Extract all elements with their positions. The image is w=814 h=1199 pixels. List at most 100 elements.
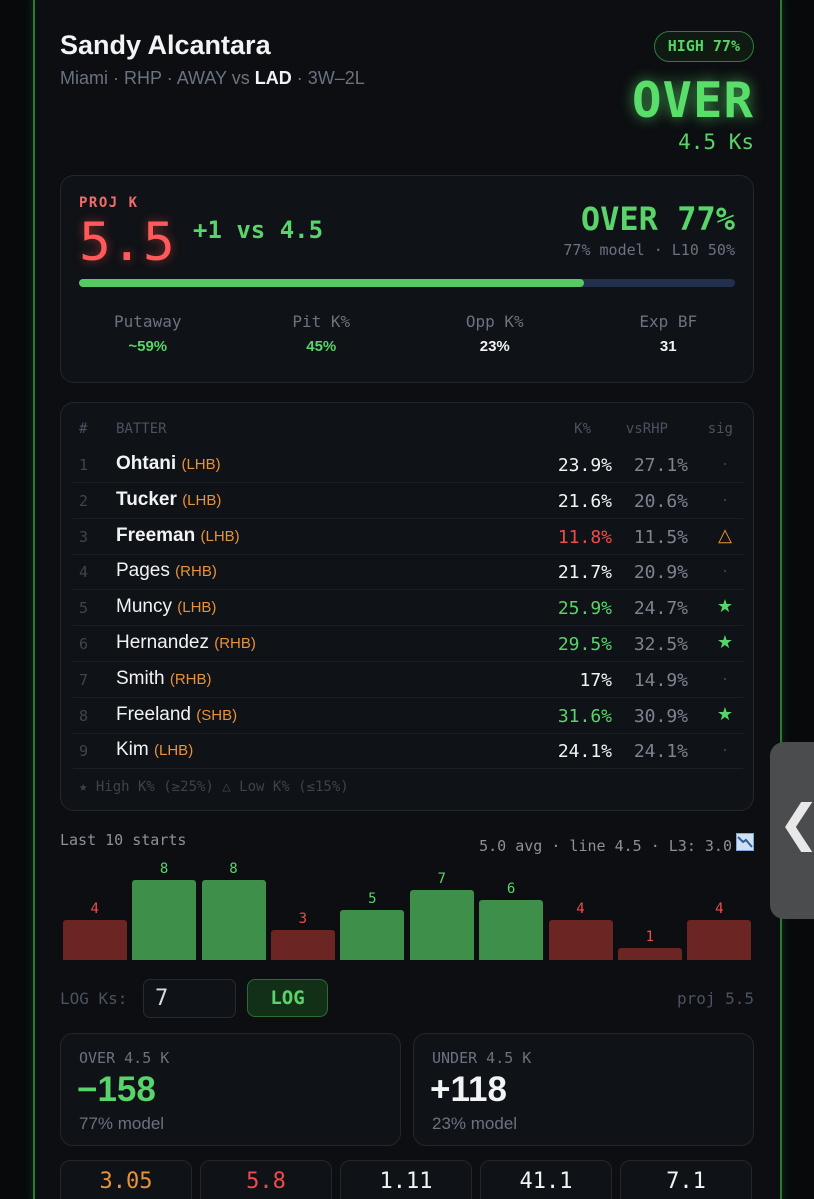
header-k: K%: [574, 421, 591, 437]
batter-vs-rhp: 20.9%: [633, 562, 688, 584]
chart-bar: [132, 880, 197, 960]
pitcher-meta: Miami · RHP · AWAY vs LAD · 3W–2L: [60, 68, 365, 88]
batter-name-text: Pages: [116, 560, 170, 582]
batter-vs-rhp: 32.5%: [633, 634, 688, 655]
table-row: 3 Freeman (LHB) 11.8% 11.5% △: [73, 519, 743, 555]
table-row: 2 Tucker (LHB) 21.6% 20.6% ·: [73, 483, 743, 519]
last10-title: Last 10 starts: [60, 831, 187, 849]
log-ks-input[interactable]: [143, 979, 236, 1018]
batter-k-pct: 24.1%: [557, 741, 612, 763]
location: AWAY vs: [176, 68, 250, 88]
batter-vs-rhp: 14.9%: [633, 669, 688, 691]
stat-label: Pit K%: [292, 312, 351, 331]
batter-name: Freeland (SHB): [116, 704, 237, 726]
stat-opp-k: Opp K% 23%: [408, 312, 582, 355]
batter-name: Muncy (LHB): [116, 596, 216, 618]
stat-label: Opp K%: [465, 312, 524, 331]
signal-icon: △: [718, 524, 732, 545]
signal-icon: ★: [716, 632, 734, 652]
batter-order: 7: [79, 670, 89, 689]
opponent: LAD: [254, 68, 292, 88]
chart-bar: [548, 920, 613, 960]
batter-k-pct: 29.5%: [557, 634, 612, 655]
probability-fill: [79, 279, 585, 287]
chart-bar: [201, 880, 266, 960]
stat-value: 23%: [479, 338, 510, 355]
chart-bar: [687, 920, 752, 960]
stat-label: Exp BF: [639, 312, 698, 331]
mini-stat: 7.1: [620, 1160, 752, 1199]
chart-bar-label: 7: [437, 871, 446, 887]
batter-k-pct: 21.6%: [557, 490, 612, 512]
log-proj: proj 5.5: [676, 989, 754, 1008]
stat-pit-k: Pit K% 45%: [235, 312, 409, 355]
batter-name: Pages (RHB): [116, 560, 217, 582]
last10-stats: 5.0 avg · line 4.5 · L3: 3.0: [479, 833, 754, 855]
mini-stat: 5.8: [200, 1160, 332, 1199]
chart-bar-label: 1: [645, 929, 655, 945]
batter-name-text: Muncy: [116, 596, 172, 618]
lineup-table: # BATTER K% vsRHP sig 1 Ohtani (LHB) 23.9%…: [60, 402, 754, 811]
batter-order: 6: [79, 635, 89, 653]
proj-value: 5.5: [79, 212, 175, 273]
signal-icon: ★: [716, 703, 734, 724]
verdict: OVER: [631, 72, 754, 129]
record: 3W–2L: [307, 68, 365, 88]
batter-k-pct: 25.9%: [557, 598, 612, 620]
batter-vs-rhp: 24.7%: [633, 598, 688, 620]
batter-hand: (RHB): [169, 670, 212, 688]
batter-k-pct: 11.8%: [557, 526, 612, 548]
signal-icon: ·: [722, 453, 728, 473]
odds-title: OVER 4.5 K: [79, 1049, 170, 1067]
signal-icon: ★: [716, 596, 734, 617]
lineup-legend: ★ High K% (≥25%) △ Low K% (≤15%): [79, 779, 349, 795]
chart-down-icon: [736, 833, 754, 855]
batter-hand: (LHB): [181, 456, 221, 473]
stat-value: 31: [659, 338, 677, 355]
batter-k-pct: 21.7%: [557, 562, 612, 584]
mini-stat-value: 1.11: [379, 1169, 433, 1194]
batter-order: 3: [79, 527, 89, 546]
signal-icon: ·: [722, 739, 728, 760]
signal-icon: ·: [722, 667, 728, 688]
batter-name-text: Freeman: [116, 524, 196, 546]
mini-stat-value: 3.05: [99, 1169, 153, 1194]
signal-icon: ·: [722, 488, 728, 509]
batter-name-text: Tucker: [116, 488, 177, 510]
batter-order: 4: [79, 563, 89, 582]
batter-hand: (LHB): [154, 742, 194, 760]
chart-bar: [340, 910, 405, 960]
table-row: 1 Ohtani (LHB) 23.9% 27.1% ·: [73, 447, 743, 483]
batter-order: 2: [79, 491, 89, 510]
chart-bar: [617, 948, 682, 960]
batter-hand: (SHB): [196, 706, 238, 724]
proj-sub: 77% model · L10 50%: [563, 241, 735, 259]
header-num: #: [79, 421, 88, 437]
chart-bar: [479, 900, 544, 960]
chart-bar: [270, 930, 335, 960]
log-button[interactable]: LOG: [247, 979, 328, 1017]
batter-vs-rhp: 20.6%: [633, 490, 688, 512]
chevron-left-icon: ❮: [778, 794, 814, 852]
odds-over[interactable]: OVER 4.5 K −158 77% model: [60, 1033, 401, 1146]
header-vs: vsRHP: [625, 421, 668, 437]
proj-diff: +1 vs 4.5: [193, 216, 324, 244]
mini-stat: 41.1: [480, 1160, 612, 1199]
team: Miami: [60, 68, 108, 88]
odds-under[interactable]: UNDER 4.5 K +118 23% model: [413, 1033, 754, 1146]
batter-order: 9: [79, 742, 89, 761]
chart-bar-label: 5: [368, 891, 377, 907]
chart-bar-label: 4: [715, 901, 724, 917]
batter-hand: (LHB): [177, 599, 217, 617]
probability-bar: [79, 279, 735, 287]
chart-bar-label: 8: [159, 861, 169, 877]
verdict-line: 4.5 Ks: [678, 130, 754, 154]
stat-value: 45%: [306, 338, 337, 355]
batter-hand: (RHB): [214, 635, 256, 652]
stat-exp-bf: Exp BF 31: [582, 312, 756, 355]
batter-name: Kim (LHB): [116, 739, 193, 761]
batter-vs-rhp: 24.1%: [633, 741, 688, 763]
side-panel-tab[interactable]: ❮: [770, 742, 814, 919]
odds-title: UNDER 4.5 K: [432, 1049, 532, 1067]
batter-name-text: Freeland: [116, 703, 191, 725]
